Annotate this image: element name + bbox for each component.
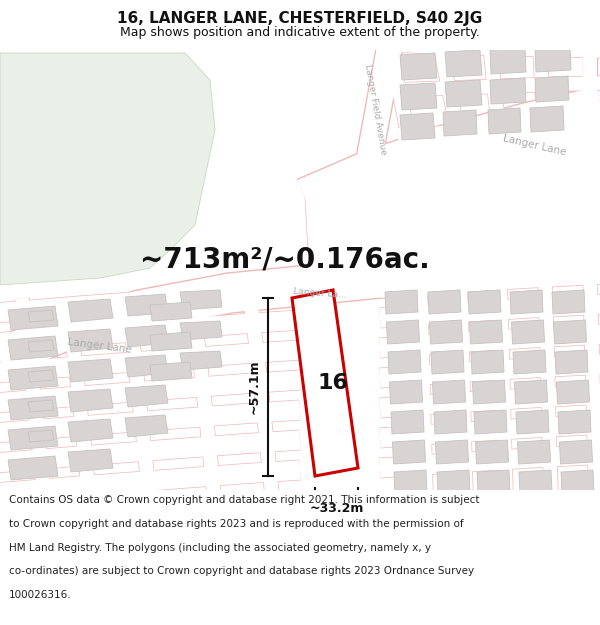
Polygon shape [474, 410, 507, 434]
Text: Map shows position and indicative extent of the property.: Map shows position and indicative extent… [120, 26, 480, 39]
Polygon shape [125, 355, 168, 377]
Polygon shape [560, 440, 593, 464]
Polygon shape [8, 426, 58, 450]
Text: ~33.2m: ~33.2m [310, 503, 364, 516]
Polygon shape [385, 290, 418, 314]
Polygon shape [305, 105, 600, 285]
Polygon shape [68, 449, 113, 472]
Polygon shape [28, 310, 54, 322]
Polygon shape [477, 470, 510, 494]
Polygon shape [400, 113, 435, 140]
Polygon shape [473, 380, 505, 404]
Polygon shape [488, 108, 521, 134]
Polygon shape [8, 306, 58, 330]
Polygon shape [400, 83, 437, 110]
Polygon shape [292, 290, 358, 476]
Polygon shape [180, 321, 222, 340]
Polygon shape [511, 320, 545, 344]
Polygon shape [468, 290, 501, 314]
Polygon shape [8, 396, 58, 420]
Text: 100026316.: 100026316. [9, 590, 71, 600]
Polygon shape [125, 385, 168, 407]
Polygon shape [535, 46, 571, 72]
Polygon shape [490, 78, 526, 104]
Polygon shape [516, 410, 549, 434]
Polygon shape [510, 290, 543, 314]
Polygon shape [0, 53, 215, 285]
Polygon shape [389, 380, 422, 404]
Polygon shape [150, 332, 192, 351]
Polygon shape [554, 320, 587, 344]
Polygon shape [394, 470, 427, 494]
Polygon shape [388, 350, 421, 374]
Polygon shape [68, 419, 113, 442]
Polygon shape [434, 410, 467, 434]
Polygon shape [552, 290, 585, 314]
Polygon shape [445, 50, 482, 77]
Polygon shape [433, 380, 466, 404]
Polygon shape [180, 351, 222, 370]
Text: co-ordinates) are subject to Crown copyright and database rights 2023 Ordnance S: co-ordinates) are subject to Crown copyr… [9, 566, 474, 576]
Text: Contains OS data © Crown copyright and database right 2021. This information is : Contains OS data © Crown copyright and d… [9, 496, 479, 506]
Polygon shape [490, 48, 526, 74]
Polygon shape [519, 470, 552, 494]
Text: Langer Lane: Langer Lane [67, 337, 133, 355]
Polygon shape [125, 415, 168, 437]
Polygon shape [445, 80, 482, 107]
Polygon shape [150, 362, 192, 381]
Text: ~57.1m: ~57.1m [248, 359, 260, 414]
Polygon shape [68, 329, 113, 352]
Polygon shape [125, 325, 168, 347]
Polygon shape [437, 470, 470, 494]
Text: 16: 16 [317, 373, 348, 393]
Polygon shape [400, 53, 437, 80]
Polygon shape [430, 320, 463, 344]
Polygon shape [535, 76, 569, 102]
Polygon shape [428, 290, 461, 314]
Polygon shape [28, 430, 54, 442]
Text: ~713m²/~0.176ac.: ~713m²/~0.176ac. [140, 246, 430, 274]
Text: to Crown copyright and database rights 2023 and is reproduced with the permissio: to Crown copyright and database rights 2… [9, 519, 464, 529]
Polygon shape [561, 470, 594, 494]
Text: 16, LANGER LANE, CHESTERFIELD, S40 2JG: 16, LANGER LANE, CHESTERFIELD, S40 2JG [118, 11, 482, 26]
Polygon shape [557, 380, 589, 404]
Polygon shape [555, 350, 588, 374]
Polygon shape [476, 440, 509, 464]
Polygon shape [8, 336, 58, 360]
Polygon shape [28, 370, 54, 382]
Polygon shape [8, 456, 58, 480]
Polygon shape [513, 350, 546, 374]
Text: HM Land Registry. The polygons (including the associated geometry, namely x, y: HM Land Registry. The polygons (includin… [9, 542, 431, 552]
Text: Langer Field Avenue: Langer Field Avenue [362, 64, 388, 156]
Polygon shape [150, 302, 192, 321]
Polygon shape [391, 410, 424, 434]
Polygon shape [180, 290, 222, 310]
Polygon shape [436, 440, 469, 464]
Polygon shape [392, 440, 425, 464]
Text: Langer La...: Langer La... [293, 287, 347, 299]
Polygon shape [443, 110, 477, 136]
Polygon shape [530, 106, 564, 132]
Polygon shape [515, 380, 548, 404]
Polygon shape [471, 350, 504, 374]
Polygon shape [386, 320, 419, 344]
Text: Langer Lane: Langer Lane [502, 133, 568, 157]
Polygon shape [68, 359, 113, 382]
Polygon shape [68, 299, 113, 322]
Polygon shape [431, 350, 464, 374]
Polygon shape [517, 440, 551, 464]
Polygon shape [28, 340, 54, 352]
Polygon shape [558, 410, 591, 434]
Polygon shape [28, 400, 54, 412]
Polygon shape [68, 389, 113, 412]
Polygon shape [125, 294, 168, 316]
Polygon shape [470, 320, 503, 344]
Polygon shape [8, 366, 58, 390]
